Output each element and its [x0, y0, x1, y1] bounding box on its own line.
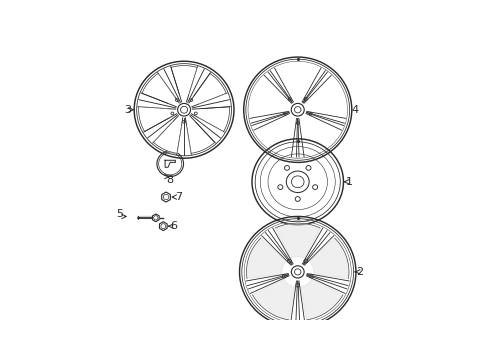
Polygon shape: [171, 66, 197, 94]
Polygon shape: [186, 122, 214, 153]
Polygon shape: [142, 73, 174, 103]
Polygon shape: [194, 73, 226, 103]
Text: 5: 5: [116, 209, 123, 219]
Polygon shape: [199, 107, 229, 131]
Text: 3: 3: [123, 105, 130, 115]
Polygon shape: [275, 223, 320, 258]
Text: 2: 2: [356, 267, 363, 277]
Text: 7: 7: [175, 192, 182, 202]
Polygon shape: [252, 279, 294, 320]
Text: 4: 4: [351, 105, 358, 115]
Text: 1: 1: [345, 177, 352, 187]
Polygon shape: [300, 279, 342, 320]
Polygon shape: [308, 238, 348, 279]
Polygon shape: [153, 122, 181, 153]
Text: 8: 8: [166, 175, 173, 185]
Polygon shape: [246, 238, 285, 279]
Polygon shape: [139, 107, 168, 131]
Text: 6: 6: [170, 221, 177, 231]
